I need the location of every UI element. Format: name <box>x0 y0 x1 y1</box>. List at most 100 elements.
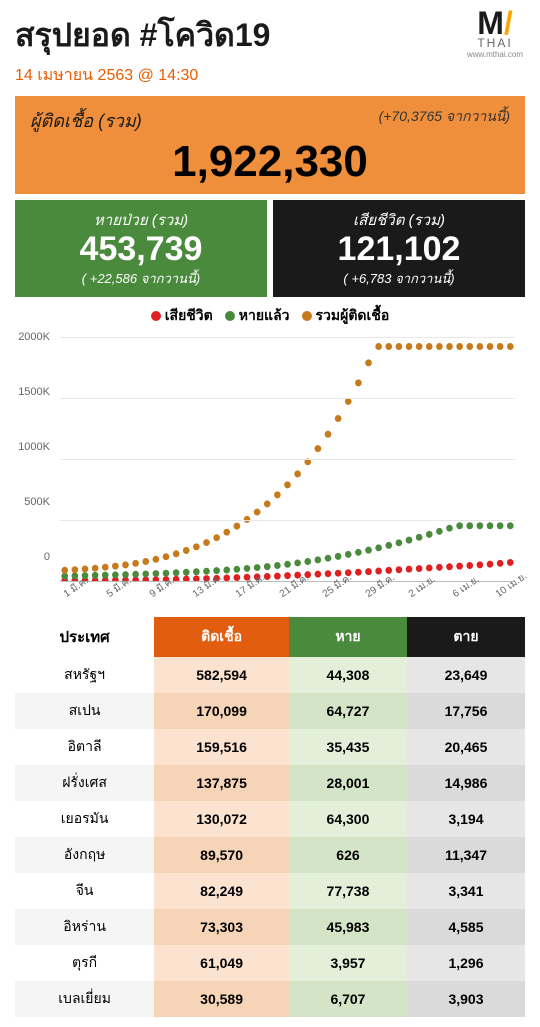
data-point <box>416 343 423 350</box>
cell-country: ตุรกี <box>15 945 154 981</box>
cell-recovered: 77,738 <box>289 873 407 909</box>
data-point <box>436 564 443 571</box>
cell-recovered: 626 <box>289 837 407 873</box>
data-point <box>416 565 423 572</box>
cell-infected: 582,594 <box>154 657 289 693</box>
data-point <box>315 445 322 452</box>
grid-line <box>60 520 515 521</box>
data-point <box>274 491 281 498</box>
data-point <box>396 343 403 350</box>
data-point <box>355 569 362 576</box>
data-point <box>487 522 494 529</box>
cell-country: อังกฤษ <box>15 837 154 873</box>
data-point <box>406 537 413 544</box>
data-point <box>132 571 139 578</box>
cell-deaths: 11,347 <box>407 837 525 873</box>
data-point <box>274 562 281 569</box>
th-infected: ติดเชื้อ <box>154 617 289 657</box>
table-row: สเปน 170,099 64,727 17,756 <box>15 693 525 729</box>
data-point <box>244 565 251 572</box>
cell-country: เยอรมัน <box>15 801 154 837</box>
y-tick-label: 1500K <box>18 386 50 398</box>
page-date: 14 เมษายน 2563 @ 14:30 <box>15 63 465 88</box>
data-point <box>406 566 413 573</box>
trend-chart: 0500K1000K1500K2000K 1 มี.ค.5 มี.ค.9 มี.… <box>15 332 525 612</box>
x-axis: 1 มี.ค.5 มี.ค.9 มี.ค.13 มี.ค.17 มี.ค.21 … <box>60 584 515 612</box>
page-title: สรุปยอด #โควิด19 <box>15 10 465 61</box>
data-point <box>477 561 484 568</box>
data-point <box>112 571 119 578</box>
cell-recovered: 6,707 <box>289 981 407 1017</box>
deaths-label: เสียชีวิต (รวม) <box>285 208 513 232</box>
cell-country: สเปน <box>15 693 154 729</box>
table-row: อิหร่าน 73,303 45,983 4,585 <box>15 909 525 945</box>
data-point <box>426 531 433 538</box>
table-row: ตุรกี 61,049 3,957 1,296 <box>15 945 525 981</box>
grid-line <box>60 337 515 338</box>
data-point <box>325 570 332 577</box>
data-point <box>335 553 342 560</box>
data-point <box>284 481 291 488</box>
table-row: อิตาลี 159,516 35,435 20,465 <box>15 729 525 765</box>
data-point <box>82 566 89 573</box>
data-point <box>466 562 473 569</box>
cell-recovered: 64,300 <box>289 801 407 837</box>
table-row: เบลเยี่ยม 30,589 6,707 3,903 <box>15 981 525 1017</box>
data-point <box>234 574 241 581</box>
data-point <box>365 547 372 554</box>
header: สรุปยอด #โควิด19 14 เมษายน 2563 @ 14:30 … <box>15 10 525 88</box>
y-tick-label: 0 <box>44 551 50 563</box>
y-tick-label: 500K <box>24 496 50 508</box>
logo-brand: THAI <box>477 36 512 50</box>
data-point <box>284 572 291 579</box>
data-point <box>264 500 271 507</box>
data-point <box>466 343 473 350</box>
y-tick-label: 2000K <box>18 331 50 343</box>
data-point <box>446 343 453 350</box>
data-point <box>345 551 352 558</box>
data-point <box>325 555 332 562</box>
table-row: อังกฤษ 89,570 626 11,347 <box>15 837 525 873</box>
data-point <box>304 558 311 565</box>
total-change: (+70,3765 จากวานนี้) <box>379 106 510 128</box>
data-point <box>163 553 170 560</box>
cell-recovered: 3,957 <box>289 945 407 981</box>
data-point <box>497 560 504 567</box>
cell-country: จีน <box>15 873 154 909</box>
cell-country: เบลเยี่ยม <box>15 981 154 1017</box>
data-point <box>234 566 241 573</box>
recovered-value: 453,739 <box>27 232 255 266</box>
data-point <box>355 549 362 556</box>
data-point <box>385 542 392 549</box>
country-table: ประเทศ ติดเชื้อ หาย ตาย สหรัฐฯ 582,594 4… <box>15 617 525 1017</box>
data-point <box>203 568 210 575</box>
data-point <box>325 431 332 438</box>
data-point <box>477 343 484 350</box>
data-point <box>274 573 281 580</box>
data-point <box>203 539 210 546</box>
cell-infected: 137,875 <box>154 765 289 801</box>
data-point <box>456 343 463 350</box>
data-point <box>456 522 463 529</box>
plot-area <box>60 337 515 582</box>
data-point <box>183 547 190 554</box>
cell-infected: 130,072 <box>154 801 289 837</box>
deaths-value: 121,102 <box>285 232 513 266</box>
data-point <box>315 571 322 578</box>
data-point <box>92 565 99 572</box>
data-point <box>335 415 342 422</box>
data-point <box>487 561 494 568</box>
data-point <box>173 550 180 557</box>
data-point <box>456 563 463 570</box>
cell-infected: 159,516 <box>154 729 289 765</box>
data-point <box>375 343 382 350</box>
cell-deaths: 20,465 <box>407 729 525 765</box>
logo: M/ THAI www.mthai.com <box>465 10 525 60</box>
data-point <box>223 567 230 574</box>
cell-deaths: 23,649 <box>407 657 525 693</box>
data-point <box>193 568 200 575</box>
data-point <box>426 343 433 350</box>
data-point <box>142 558 149 565</box>
table-row: จีน 82,249 77,738 3,341 <box>15 873 525 909</box>
table-row: ฝรั่งเศส 137,875 28,001 14,986 <box>15 765 525 801</box>
